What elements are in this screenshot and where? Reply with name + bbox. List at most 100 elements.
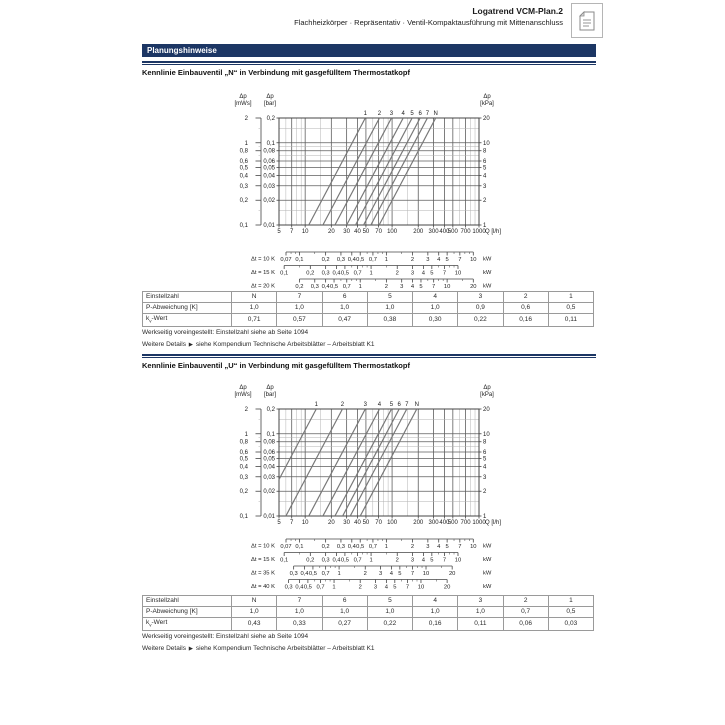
curve-setting-N <box>378 117 437 226</box>
svg-text:[bar]: [bar] <box>264 392 276 398</box>
svg-text:0,4: 0,4 <box>348 257 357 263</box>
svg-text:8: 8 <box>483 440 487 446</box>
svg-text:10: 10 <box>302 229 309 235</box>
table-cell: 0,16 <box>502 312 549 328</box>
table-row-label: kv-Wert <box>142 312 232 328</box>
svg-text:20: 20 <box>444 585 450 591</box>
svg-text:0,6: 0,6 <box>240 450 249 456</box>
svg-text:kW: kW <box>483 584 492 590</box>
details-prefix: Weitere Details <box>142 341 186 348</box>
svg-text:0,8: 0,8 <box>240 440 249 446</box>
section-head-valve-n: Kennlinie Einbauventil „N“ in Verbindung… <box>142 61 596 77</box>
worksheet-page-icon <box>571 3 603 38</box>
svg-text:0,2: 0,2 <box>322 257 330 263</box>
table-cell: 1 <box>547 291 595 303</box>
svg-text:0,1: 0,1 <box>267 432 276 438</box>
svg-text:5: 5 <box>277 520 281 526</box>
axis-headers: Δp[mWs]Δp[bar]Δp[kPa] <box>235 385 495 398</box>
svg-text:0,3: 0,3 <box>337 257 345 263</box>
svg-text:0,3: 0,3 <box>285 585 293 591</box>
svg-text:0,4: 0,4 <box>348 544 357 550</box>
svg-text:3: 3 <box>411 271 414 277</box>
svg-text:0,7: 0,7 <box>317 585 325 591</box>
section-title-valve-n: Kennlinie Einbauventil „N“ in Verbindung… <box>142 68 410 77</box>
svg-text:4: 4 <box>437 544 441 550</box>
svg-text:20: 20 <box>328 520 335 526</box>
svg-text:5: 5 <box>430 558 433 564</box>
curve-setting-6 <box>342 408 400 517</box>
svg-text:1: 1 <box>385 544 388 550</box>
section-rule-thin <box>142 64 596 65</box>
svg-text:500: 500 <box>448 229 459 235</box>
table-cell: 0,7 <box>502 606 549 618</box>
svg-text:7: 7 <box>426 111 430 117</box>
svg-text:kW: kW <box>483 557 492 563</box>
svg-text:Δp: Δp <box>239 94 247 100</box>
svg-text:10: 10 <box>470 257 476 263</box>
svg-text:4: 4 <box>390 571 394 577</box>
svg-text:0,4: 0,4 <box>300 571 309 577</box>
svg-text:0,3: 0,3 <box>240 475 249 481</box>
svg-text:0,2: 0,2 <box>322 544 330 550</box>
svg-text:10: 10 <box>483 141 490 147</box>
svg-text:0,4: 0,4 <box>240 173 249 179</box>
svg-text:4: 4 <box>483 464 487 470</box>
table-cell: 6 <box>321 291 368 303</box>
svg-text:3: 3 <box>379 571 382 577</box>
svg-text:7: 7 <box>290 520 294 526</box>
svg-text:40: 40 <box>354 520 361 526</box>
table-cell: 0,47 <box>321 312 368 328</box>
svg-text:1: 1 <box>483 514 487 520</box>
valve-chart-u: 2 1 0,8 0,6 0,5 0,4 0,3 0,2 0,1 0,2 0,1 0,08 0,06 0,0… <box>142 381 602 596</box>
factory-preset-text: Werkseitig voreingestellt: Einstellzahl … <box>142 329 309 336</box>
svg-text:1: 1 <box>315 402 319 408</box>
table-row-label: Einstellzahl <box>142 595 232 607</box>
svg-text:3: 3 <box>426 257 429 263</box>
svg-text:50: 50 <box>363 520 370 526</box>
table-row: kv-Wert 0,71 0,57 0,47 0,38 0,30 0,22 0,16 0,11 <box>142 312 595 328</box>
svg-text:70: 70 <box>375 520 382 526</box>
section-rule <box>142 61 596 63</box>
table-cell: N <box>230 291 278 303</box>
curve-setting-1 <box>278 408 317 480</box>
svg-text:2: 2 <box>483 489 487 495</box>
svg-text:2: 2 <box>245 116 249 122</box>
svg-text:7: 7 <box>432 284 435 290</box>
svg-text:5: 5 <box>483 166 487 172</box>
table-row-label: Einstellzahl <box>142 291 232 303</box>
svg-text:0,01: 0,01 <box>263 223 275 229</box>
svg-text:5: 5 <box>419 284 422 290</box>
table-cell: 1,0 <box>230 302 278 314</box>
svg-text:50: 50 <box>363 229 370 235</box>
svg-text:1: 1 <box>369 558 372 564</box>
svg-text:7: 7 <box>406 585 409 591</box>
svg-text:1000: 1000 <box>472 520 486 526</box>
table-cell: 2 <box>502 595 549 607</box>
table-cell: 0,71 <box>230 312 278 328</box>
svg-text:0,08: 0,08 <box>263 149 275 155</box>
svg-text:70: 70 <box>375 229 382 235</box>
details-note: Weitere Details ▶ siehe Kompendium Techn… <box>142 341 375 348</box>
svg-text:4: 4 <box>402 111 406 117</box>
svg-text:2: 2 <box>341 402 345 408</box>
svg-text:0,1: 0,1 <box>280 558 288 564</box>
table-row: Einstellzahl N 7 6 5 4 3 2 1 <box>142 595 595 607</box>
table-cell: 1,0 <box>230 606 278 618</box>
table-cell: 0,30 <box>411 312 459 328</box>
svg-text:[mWs]: [mWs] <box>235 392 252 398</box>
table-cell: 1,0 <box>276 606 323 618</box>
table-cell: 3 <box>457 291 504 303</box>
svg-text:Δp: Δp <box>266 385 274 391</box>
svg-text:0,4: 0,4 <box>322 284 331 290</box>
svg-text:20: 20 <box>328 229 335 235</box>
svg-text:0,02: 0,02 <box>263 198 275 204</box>
curve-setting-N <box>359 408 418 517</box>
table-cell: 5 <box>366 291 414 303</box>
svg-text:0,5: 0,5 <box>341 271 349 277</box>
svg-text:5: 5 <box>390 402 394 408</box>
svg-text:Δp: Δp <box>483 385 491 391</box>
svg-text:1: 1 <box>245 141 249 147</box>
svg-text:0,5: 0,5 <box>356 257 364 263</box>
curve-setting-2 <box>285 408 343 517</box>
svg-text:2: 2 <box>359 585 362 591</box>
